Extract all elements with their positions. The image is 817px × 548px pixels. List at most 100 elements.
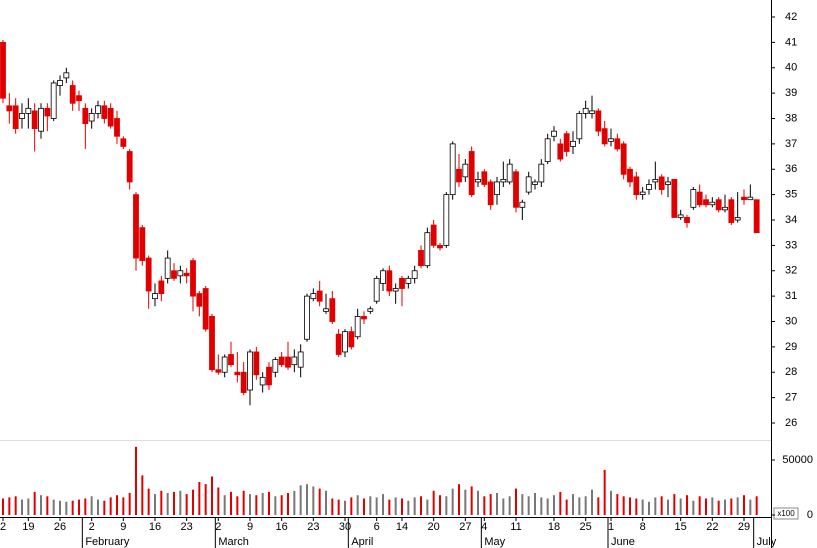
volume-bar (597, 497, 600, 515)
candle-body (614, 138, 621, 150)
volume-bar (2, 498, 4, 515)
candle-body (506, 163, 513, 183)
candle-body (183, 272, 190, 277)
candle-body (741, 196, 747, 201)
volume-bar (432, 490, 435, 515)
volume-bar (496, 493, 498, 515)
candle-body (88, 113, 95, 122)
candle-body (272, 359, 279, 373)
candle-body (443, 194, 450, 246)
candle-body (595, 110, 602, 132)
x-tick-label: 29 (738, 521, 750, 533)
volume-bar (242, 490, 245, 515)
volume-bar (211, 476, 213, 515)
volume-bar (128, 493, 131, 515)
candle-body (69, 85, 76, 104)
volume-bar (660, 496, 663, 515)
volume-bar (204, 484, 207, 515)
candle-body (304, 295, 310, 340)
x-tick-label: 30 (339, 521, 351, 533)
candle-body (481, 171, 488, 185)
volume-bar (135, 446, 137, 515)
x-tick-label: 4 (481, 521, 487, 533)
candle-body (278, 356, 285, 366)
x-tick-label: 1 (608, 521, 614, 533)
candle-body (639, 191, 646, 196)
candle-body (608, 138, 614, 142)
volume-bar (388, 499, 391, 515)
volume-bar (179, 490, 182, 515)
volume-bar (363, 498, 365, 515)
month-label: March (218, 536, 249, 548)
x-tick-label: 27 (459, 521, 471, 533)
volume-bar (27, 498, 30, 515)
volume-bar (635, 498, 638, 515)
volume-bar (325, 490, 327, 515)
volume-bar (502, 498, 505, 515)
volume-bar (293, 490, 296, 515)
y-tick-label: 27 (785, 392, 797, 404)
volume-bar (255, 495, 258, 515)
candle-body (253, 351, 260, 376)
volume-bar (192, 489, 194, 515)
candle-body (671, 179, 678, 218)
candle-body (215, 369, 222, 373)
x-tick-label: 20 (428, 521, 440, 533)
candle-body (38, 107, 44, 132)
volume-bar (686, 495, 688, 515)
candle-body (57, 80, 63, 86)
candle-body (126, 151, 133, 183)
y-tick-label: 32 (785, 265, 797, 277)
x-tick-label: 22 (706, 521, 718, 533)
candle-body (462, 163, 469, 178)
volume-bar (198, 482, 201, 515)
candle-body (145, 257, 152, 292)
y-tick-label: 39 (785, 87, 797, 99)
candle-body (601, 128, 608, 145)
volume-bar (268, 491, 270, 515)
y2-tick-label: 0 (807, 509, 813, 521)
x-tick-label: 14 (396, 521, 408, 533)
x-tick-label: 9 (247, 521, 253, 533)
x-tick-label: 6 (374, 521, 380, 533)
candle-body (82, 107, 89, 124)
x-tick-label: 25 (580, 521, 592, 533)
candle-body (158, 280, 165, 294)
volume-bar (654, 497, 657, 515)
candle-body (114, 118, 120, 137)
y-tick-label: 30 (785, 315, 797, 327)
candle-body (190, 260, 196, 297)
x-tick-label: 23 (307, 521, 319, 533)
candle-body (0, 41, 6, 99)
volume-bar (489, 494, 492, 515)
volume-bar (464, 489, 467, 515)
y-tick-label: 33 (785, 239, 797, 251)
volume-bar (223, 495, 226, 515)
candle-body (519, 201, 526, 208)
volume-bar (736, 497, 739, 515)
volume-bar (394, 497, 397, 515)
candle-body (715, 199, 722, 211)
candle-body (437, 244, 443, 249)
volume-bar (648, 501, 650, 515)
x-tick-label: 2 (89, 521, 95, 533)
candle-body (266, 366, 272, 386)
candle-body (500, 179, 507, 183)
month-label: February (85, 536, 130, 548)
volume-bar (369, 496, 372, 515)
x-tick-label: 26 (54, 521, 66, 533)
volume-bar (90, 496, 93, 515)
volume-bar (84, 498, 87, 515)
candle-body (753, 199, 760, 234)
candle-body (6, 105, 13, 112)
volume-bar (616, 494, 619, 515)
candle-body (684, 217, 690, 223)
volume-bar (52, 499, 55, 515)
y-tick-label: 26 (785, 417, 797, 429)
candle-body (570, 140, 576, 147)
month-label: July (757, 536, 777, 548)
candle-body (354, 316, 361, 338)
volume-bar (477, 490, 479, 515)
candle-body (329, 298, 336, 322)
volume-bar (534, 493, 536, 515)
